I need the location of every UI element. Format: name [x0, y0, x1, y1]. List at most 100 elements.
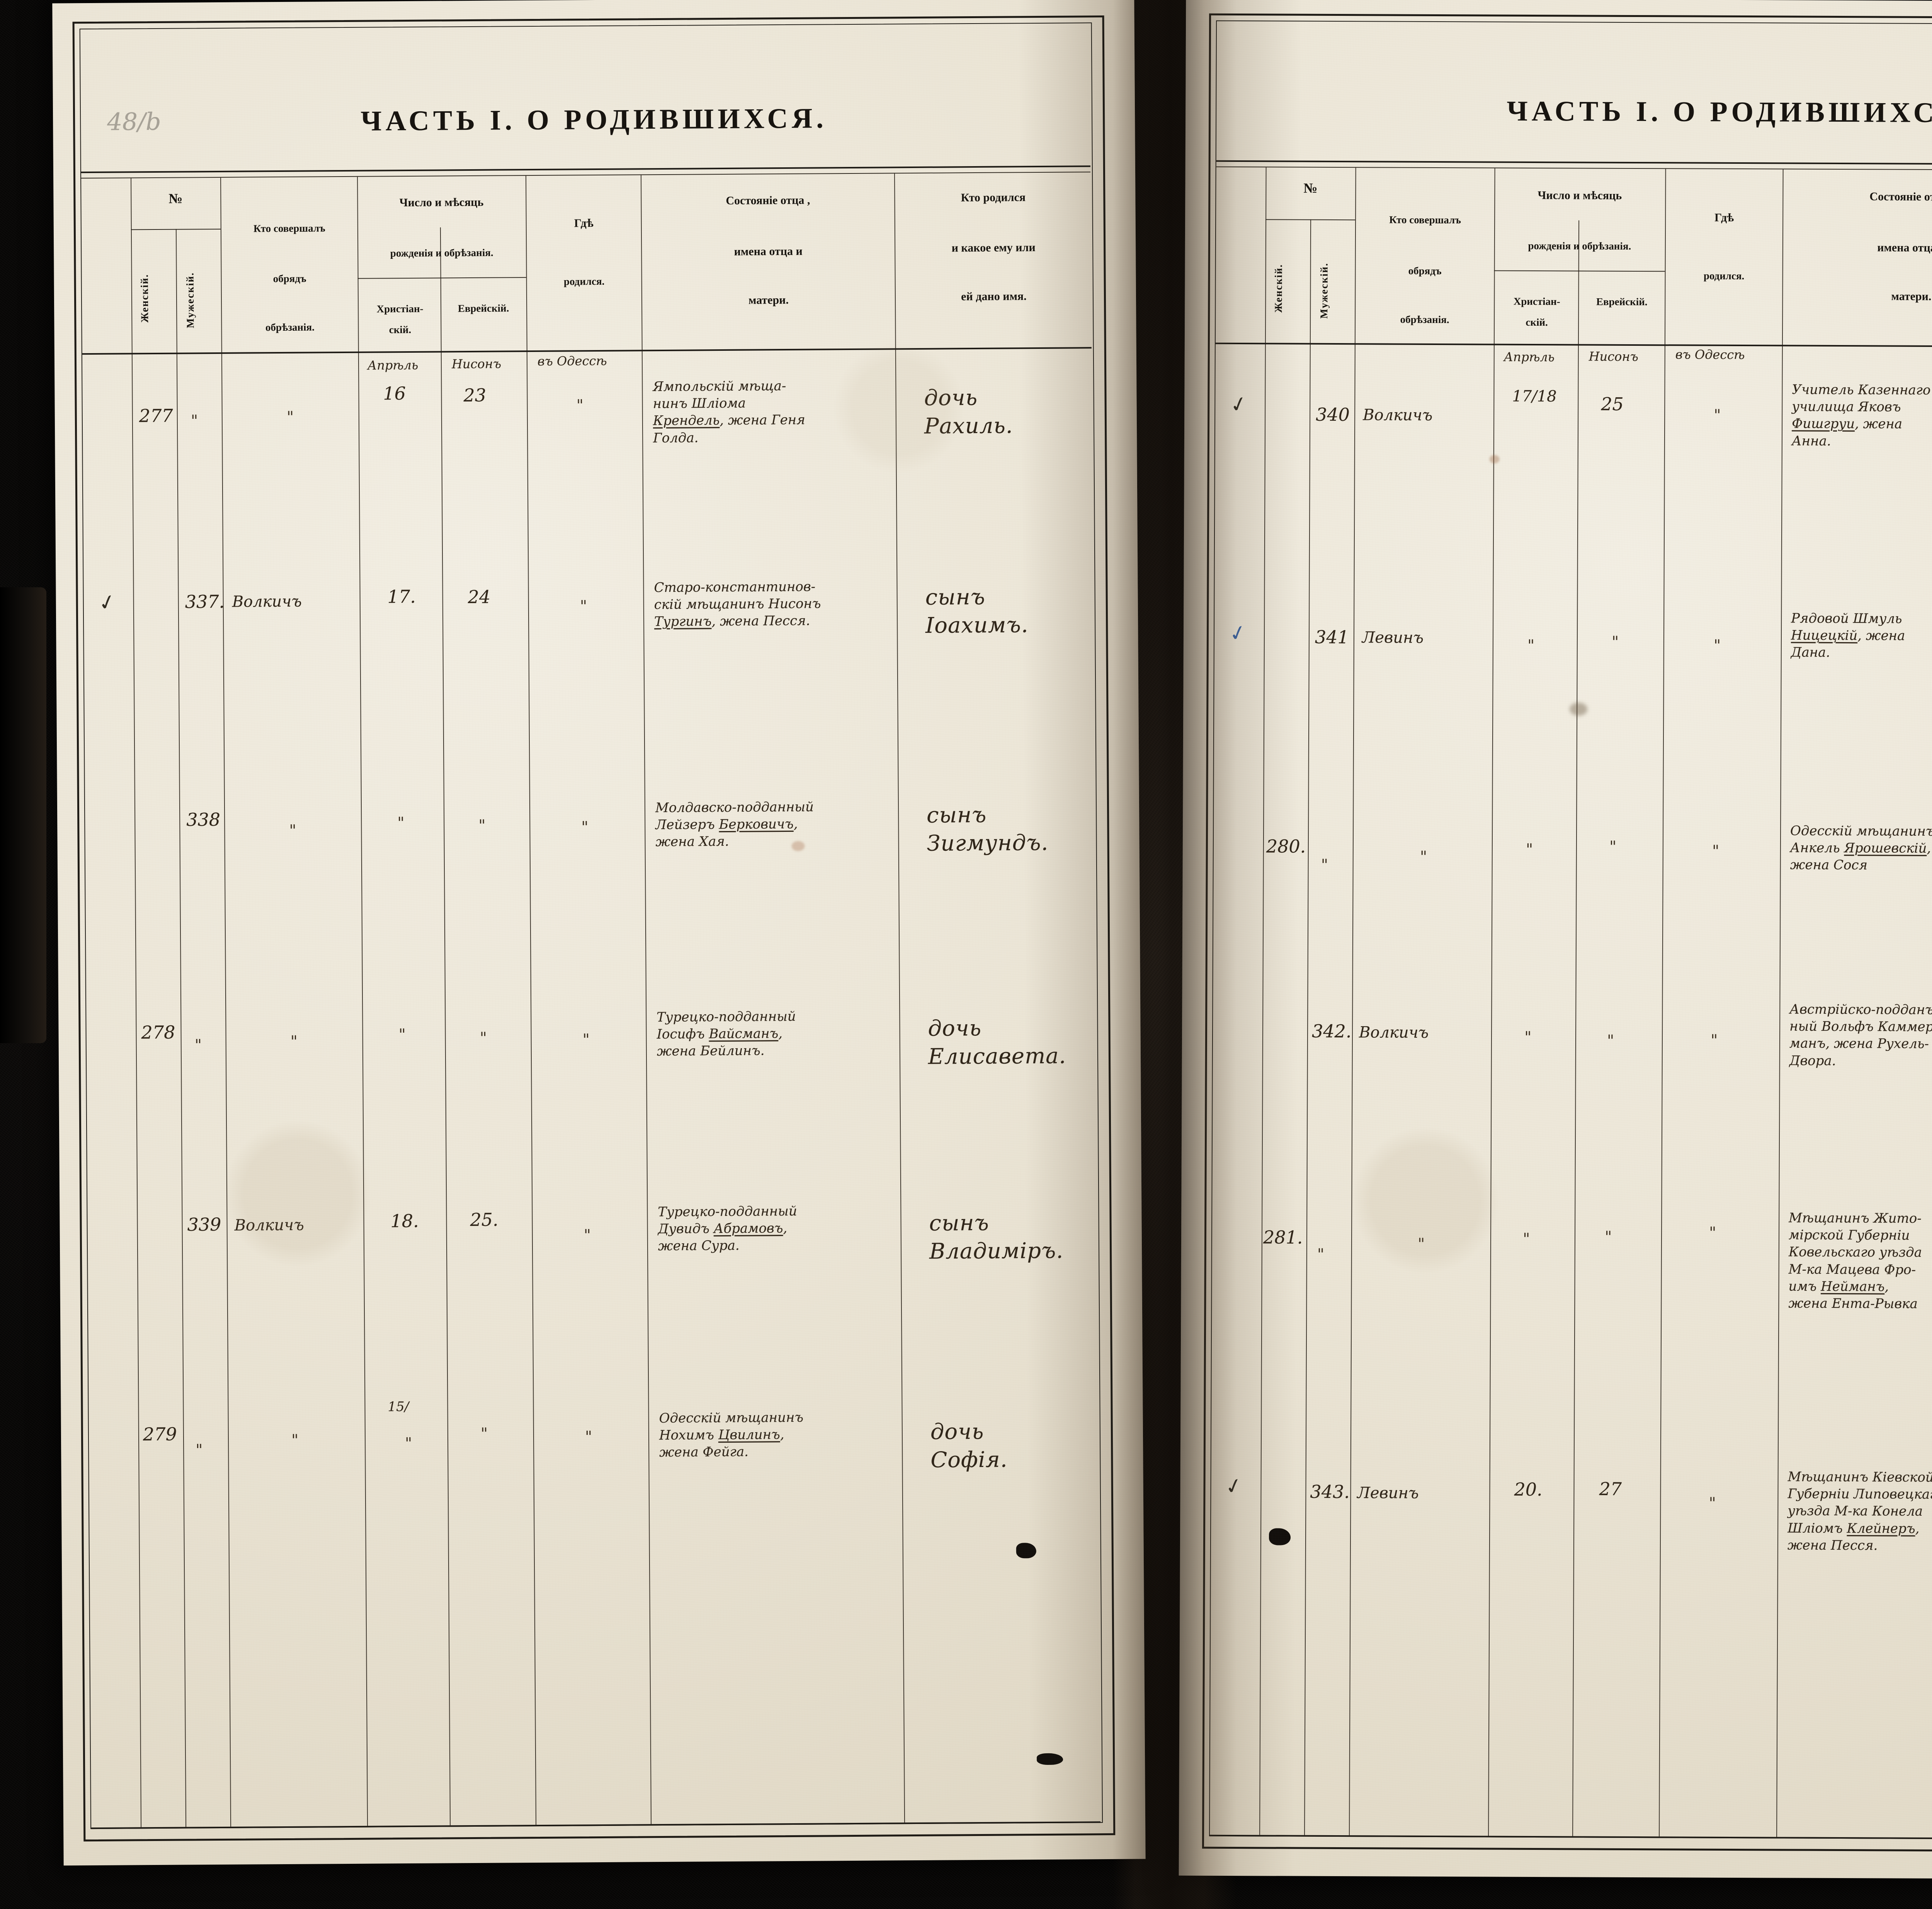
father-line: жена Бейлинъ. [656, 1043, 765, 1059]
col-date-group-l1-right: Число и мѣсяць [1537, 189, 1622, 202]
row-male-ditto: " [194, 1036, 202, 1054]
row-where-ditto: " [1709, 1224, 1716, 1242]
col-officiant-l1-left: Кто совершалъ [253, 222, 325, 235]
paper-tear [1037, 1753, 1063, 1765]
father-surname: Клейнеръ [1847, 1520, 1915, 1537]
row-father-text: Учитель Казеннаго училища Яковъ Фишгруи,… [1792, 381, 1932, 450]
row-female-number: 280. [1266, 836, 1306, 857]
row-officiant-ditto: " [1420, 848, 1427, 866]
row-father-text: Ямпольскiй мѣща- нинъ Шлiома Крендель, ж… [653, 377, 885, 446]
row-male-number: 343. [1310, 1481, 1350, 1503]
month-christian-right: Апрѣль [1503, 349, 1555, 365]
row-female-number: 281. [1263, 1227, 1303, 1248]
col-number-symbol-left: № [168, 190, 183, 206]
row-father-text: Турецко-подданный Дувидъ Абрамовъ, жена … [658, 1202, 898, 1255]
father-line: Нохимъ Цвилинъ, [659, 1427, 784, 1443]
father-line: Губернiи Липовецкаго [1787, 1486, 1932, 1503]
father-line: Ницецкiй, жена [1791, 627, 1905, 644]
row-father-text: Мѣщанинъ Кiевской Губернiи Липовецкаго у… [1787, 1469, 1932, 1555]
row-date-jewish-ditto: " [1609, 838, 1617, 856]
row-father-text: Австрiйско-подданъ- ный Вольфъ Каммер- м… [1789, 1001, 1932, 1070]
row-date-christian-ditto: " [1522, 1230, 1530, 1248]
father-line: Турецко-подданный [656, 1008, 796, 1025]
col-officiant-l3-right: обрѣзанiя. [1400, 313, 1449, 326]
row-where-ditto: " [576, 396, 584, 415]
father-line: жена Ента-Рывка [1788, 1295, 1918, 1312]
child-sex: сынъ [926, 802, 987, 828]
row-where-ditto: " [1709, 1494, 1716, 1512]
row-male-number: 337. [185, 591, 225, 612]
row-date-christian-ditto: " [405, 1434, 412, 1453]
row-male-number: 340 [1316, 404, 1350, 425]
row-child-text: дочь Елисавета. [928, 1014, 1102, 1071]
row-where-ditto: " [1710, 1031, 1718, 1049]
col-where-l1-left: Гдѣ [574, 217, 594, 230]
month-where-right: въ Одессѣ [1675, 347, 1745, 362]
child-sex: сынъ [929, 1210, 990, 1236]
col-date-jewish-right: Еврейскiй. [1596, 296, 1648, 308]
col-number-symbol-right: № [1303, 180, 1318, 196]
col-officiant-l1-right: Кто совершалъ [1389, 214, 1461, 226]
row-date-jewish: 27 [1599, 1478, 1622, 1499]
col-date-group-l2-right: рожденiя и обрѣзанiя. [1528, 240, 1631, 252]
col-date-christian-l1-right: Христiан- [1513, 295, 1560, 308]
father-line: жена Сура. [658, 1238, 740, 1254]
father-line: Дувидъ Абрамовъ, [658, 1221, 787, 1237]
father-line: Анкель Ярошевскiй, [1790, 840, 1931, 857]
father-line: Ямпольскiй мѣща- [653, 378, 786, 395]
paper-tear [1016, 1543, 1036, 1559]
child-name: Iоахимъ. [925, 612, 1029, 638]
row-officiant-ditto: " [1417, 1235, 1425, 1253]
child-sex: дочь [924, 385, 978, 411]
row-date-christian: 20. [1514, 1479, 1543, 1500]
father-line: скiй мѣщанинъ Нисонъ [654, 596, 821, 613]
father-line: училища Яковъ [1792, 399, 1901, 415]
father-line: ный Вольфъ Каммер- [1789, 1018, 1932, 1035]
row-male-number: 341 [1315, 626, 1349, 648]
child-sex: дочь [930, 1419, 984, 1445]
col-father-l2-right: имена отца и [1877, 241, 1932, 254]
row-date-jewish-ditto: " [1604, 1228, 1612, 1246]
father-line: мiрской Губернiи [1788, 1227, 1910, 1243]
right-page: 48 49 ЧАСТЬ I. О РОДИВШИХСЯ. № Женскiй. … [1179, 0, 1932, 1880]
father-line: Мѣщанинъ Кiевской [1787, 1469, 1932, 1485]
page-title-right: ЧАСТЬ I. О РОДИВШИХСЯ. [1507, 95, 1932, 129]
row-date-jewish-ditto: " [1607, 1032, 1614, 1050]
father-line: Двора. [1789, 1053, 1836, 1069]
father-line: нинъ Шлiома [653, 395, 746, 412]
row-officiant: Волкичъ [1363, 406, 1433, 424]
col-officiant-l2-right: обрядъ [1408, 265, 1442, 277]
row-date-christian-ditto: " [397, 814, 405, 832]
col-child-l1-left: Кто родился [961, 191, 1026, 204]
col-female-left: Женскiй. [138, 274, 151, 323]
row-where-ditto: " [582, 1031, 590, 1049]
row-officiant: Волкичъ [1359, 1023, 1429, 1042]
month-jewish-right: Нисонъ [1588, 349, 1638, 364]
row-date-christian: 17. [387, 586, 416, 607]
father-line: Шлiомъ Клейнеръ, [1787, 1520, 1920, 1537]
child-name: Владимiръ. [929, 1238, 1064, 1264]
row-female-number: 277 [139, 405, 173, 427]
row-date-christian-ditto: " [1527, 636, 1535, 654]
row-male-number: 339 [187, 1214, 221, 1235]
col-where-l1-right: Гдѣ [1714, 211, 1734, 224]
col-where-l2-right: родился. [1703, 270, 1745, 282]
father-line: Молдавско-подданный [655, 799, 814, 816]
row-child-text: сынъ Зигмундъ. [927, 801, 1097, 858]
row-officiant-ditto: " [291, 1431, 299, 1449]
page-title-left: ЧАСТЬ I. О РОДИВШИХСЯ. [361, 102, 828, 137]
father-surname: Берковичъ [719, 816, 794, 833]
father-line: Мѣщанинъ Жито- [1789, 1210, 1922, 1226]
row-where-ditto: " [581, 818, 588, 836]
father-line: Дана. [1791, 644, 1830, 661]
row-date-jewish-ditto: " [478, 816, 486, 835]
book-clamp [0, 587, 46, 1043]
row-father-text: Одесскiй мѣщанинъ Нохимъ Цвилинъ, жена Ф… [659, 1408, 899, 1461]
row-female-number: 279 [143, 1423, 177, 1445]
father-surname: Абрамовъ [713, 1221, 783, 1237]
row-officiant: Волкичъ [232, 592, 302, 611]
col-date-group-l1-left: Число и мѣсяць [399, 195, 484, 209]
col-where-l2-left: родился. [563, 275, 605, 287]
row-male-ditto: " [190, 412, 198, 430]
col-date-jewish-left: Еврейскiй. [457, 302, 509, 314]
